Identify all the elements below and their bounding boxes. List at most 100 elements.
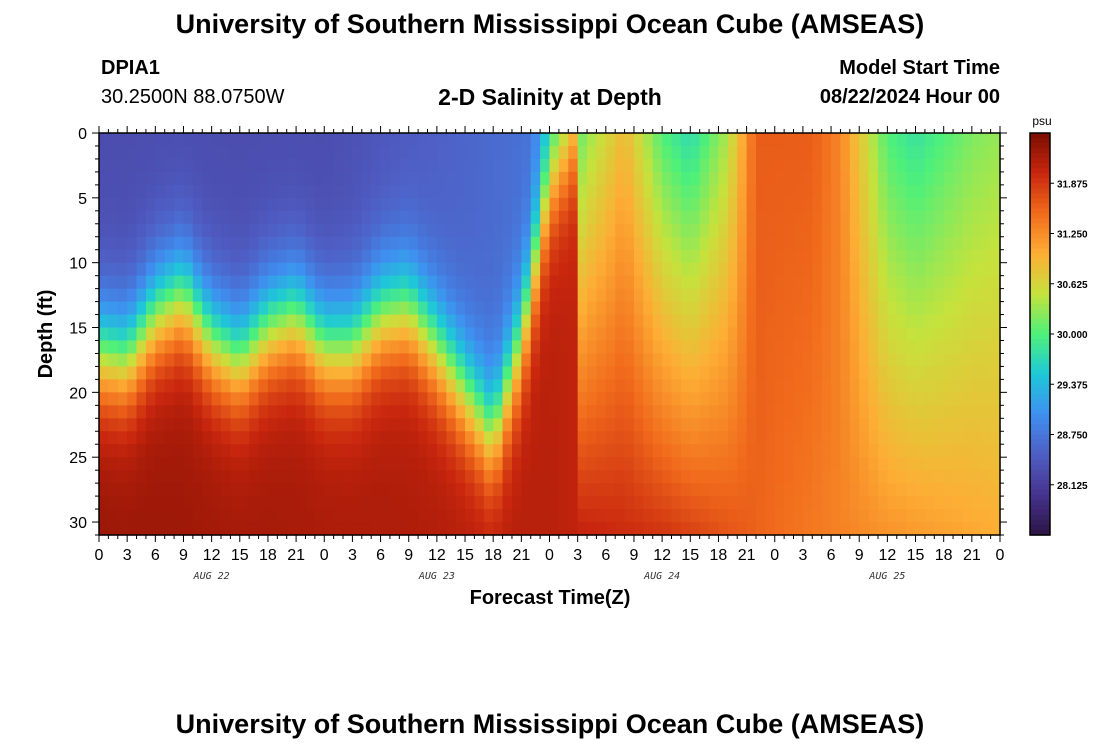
heatmap-cell bbox=[305, 509, 316, 523]
heatmap-cell bbox=[765, 392, 776, 406]
heatmap-cell bbox=[540, 158, 551, 173]
heatmap-cell bbox=[389, 392, 400, 406]
heatmap-cell bbox=[174, 184, 185, 199]
heatmap-cell bbox=[549, 314, 560, 329]
heatmap-cell bbox=[690, 184, 701, 199]
heatmap-cell bbox=[737, 133, 748, 147]
heatmap-cell bbox=[784, 431, 795, 445]
heatmap-cell bbox=[192, 262, 203, 277]
heatmap-cell bbox=[530, 353, 541, 368]
heatmap-cell bbox=[784, 210, 795, 225]
heatmap-cell bbox=[849, 301, 860, 316]
colorbar-segment bbox=[1030, 404, 1050, 410]
heatmap-cell bbox=[812, 366, 823, 380]
heatmap-cell bbox=[887, 158, 898, 173]
heatmap-cell bbox=[202, 444, 213, 458]
heatmap-cell bbox=[258, 470, 269, 484]
heatmap-cell bbox=[474, 405, 485, 419]
heatmap-cell bbox=[671, 301, 682, 316]
heatmap-cell bbox=[117, 431, 128, 445]
heatmap-cell bbox=[127, 509, 138, 523]
heatmap-cell bbox=[296, 184, 307, 199]
heatmap-cell bbox=[408, 133, 419, 147]
heatmap-cell bbox=[99, 327, 109, 342]
heatmap-cell bbox=[249, 457, 260, 471]
heatmap-cell bbox=[596, 133, 607, 147]
heatmap-cell bbox=[699, 327, 710, 342]
heatmap-cell bbox=[953, 145, 964, 160]
heatmap-cell bbox=[305, 392, 316, 406]
heatmap-cell bbox=[962, 496, 973, 510]
heatmap-cell bbox=[371, 496, 382, 510]
heatmap-cell bbox=[934, 457, 945, 471]
heatmap-cell bbox=[352, 145, 363, 160]
heatmap-cell bbox=[343, 223, 354, 238]
heatmap-cell bbox=[521, 158, 532, 173]
heatmap-cell bbox=[877, 184, 888, 199]
heatmap-cell bbox=[211, 262, 222, 277]
heatmap-cell bbox=[108, 210, 119, 225]
heatmap-cell bbox=[812, 327, 823, 342]
heatmap-cell bbox=[568, 314, 579, 329]
heatmap-cell bbox=[859, 223, 870, 238]
heatmap-cell bbox=[324, 288, 335, 303]
heatmap-cell bbox=[652, 197, 663, 212]
heatmap-cell bbox=[605, 340, 616, 355]
heatmap-cell bbox=[887, 184, 898, 199]
heatmap-cell bbox=[117, 470, 128, 484]
heatmap-cell bbox=[465, 262, 476, 277]
heatmap-cell bbox=[709, 262, 720, 277]
heatmap-cell bbox=[774, 184, 785, 199]
heatmap-cell bbox=[183, 444, 194, 458]
heatmap-cell bbox=[164, 340, 175, 355]
heatmap-cell bbox=[934, 133, 945, 147]
heatmap-cell bbox=[934, 444, 945, 458]
heatmap-cell bbox=[549, 379, 560, 393]
heatmap-cell bbox=[239, 275, 250, 290]
heatmap-cell bbox=[690, 327, 701, 342]
heatmap-cell bbox=[587, 210, 598, 225]
heatmap-cell bbox=[343, 301, 354, 316]
heatmap-cell bbox=[971, 145, 982, 160]
heatmap-cell bbox=[680, 210, 691, 225]
heatmap-cell bbox=[577, 197, 588, 212]
heatmap-cell bbox=[709, 275, 720, 290]
heatmap-cell bbox=[802, 223, 813, 238]
x-tick-label: 18 bbox=[935, 547, 953, 564]
heatmap-cell bbox=[427, 457, 438, 471]
heatmap-cell bbox=[493, 457, 504, 471]
heatmap-cell bbox=[530, 133, 541, 147]
heatmap-cell bbox=[511, 457, 522, 471]
heatmap-cell bbox=[709, 470, 720, 484]
heatmap-cell bbox=[211, 314, 222, 329]
heatmap-cell bbox=[211, 171, 222, 186]
heatmap-cell bbox=[127, 133, 138, 147]
heatmap-cell bbox=[915, 392, 926, 406]
heatmap-cell bbox=[239, 353, 250, 368]
heatmap-cell bbox=[981, 210, 992, 225]
heatmap-cell bbox=[868, 133, 879, 147]
heatmap-cell bbox=[831, 133, 842, 147]
heatmap-cell bbox=[99, 236, 109, 251]
heatmap-cell bbox=[399, 496, 410, 510]
heatmap-cell bbox=[286, 522, 297, 536]
heatmap-cell bbox=[671, 470, 682, 484]
heatmap-cell bbox=[314, 171, 325, 186]
heatmap-cell bbox=[117, 236, 128, 251]
heatmap-cell bbox=[821, 314, 832, 329]
heatmap-cell bbox=[624, 470, 635, 484]
heatmap-cell bbox=[887, 366, 898, 380]
heatmap-cell bbox=[455, 353, 466, 368]
heatmap-cell bbox=[812, 249, 823, 264]
heatmap-cell bbox=[436, 171, 447, 186]
heatmap-cell bbox=[155, 522, 166, 536]
heatmap-cell bbox=[802, 236, 813, 251]
heatmap-cell bbox=[277, 327, 288, 342]
heatmap-cell bbox=[887, 405, 898, 419]
heatmap-cell bbox=[239, 184, 250, 199]
heatmap-cell bbox=[615, 483, 626, 497]
heatmap-cell bbox=[943, 288, 954, 303]
colorbar-segment bbox=[1030, 208, 1050, 215]
heatmap-cell bbox=[540, 197, 551, 212]
heatmap-cell bbox=[389, 366, 400, 380]
